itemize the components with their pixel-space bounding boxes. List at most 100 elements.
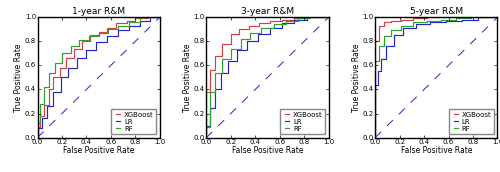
LR [234,49,240,51]
XGBoost [236,33,242,35]
Line: RF: RF [375,17,498,138]
Title: 3-year R&M: 3-year R&M [241,7,294,16]
XGBoost [279,20,285,22]
XGBoost [410,17,416,19]
RF [219,72,225,74]
XGBoost [71,47,77,50]
LR [65,67,71,69]
RF [388,29,394,31]
XGBoost [466,16,472,18]
RF [248,32,254,34]
RF [40,103,46,105]
LR [218,72,224,74]
LR [204,137,210,139]
RF [424,21,430,23]
RF [106,28,112,30]
Line: RF: RF [38,17,160,138]
XGBoost [292,19,298,21]
LR [244,49,250,51]
LR [207,106,213,109]
RF [68,45,73,47]
RF [380,35,386,37]
RF [326,16,332,18]
XGBoost [78,40,84,42]
XGBoost [452,16,458,18]
XGBoost [380,21,386,23]
XGBoost [279,19,285,21]
XGBoost [34,137,40,139]
LR [254,40,260,42]
XGBoost [96,34,102,36]
RF [238,38,244,40]
RF [115,28,121,30]
XGBoost [267,20,273,22]
LR [459,20,465,22]
RF [410,25,416,27]
XGBoost [71,57,77,59]
LR [226,60,232,62]
LR [126,29,132,31]
XGBoost [204,137,210,139]
XGBoost [56,76,62,78]
Line: RF: RF [206,17,328,138]
XGBoost [372,137,378,139]
LR [138,20,143,22]
LR [267,27,273,29]
LR [378,70,384,72]
Y-axis label: True Positive Rate: True Positive Rate [352,43,361,112]
RF [40,86,46,88]
XGBoost [104,27,110,29]
LR [244,40,250,42]
LR [475,16,481,18]
LR [400,27,406,29]
XGBoost [124,22,130,24]
XGBoost [410,19,416,21]
RF [212,91,218,93]
XGBoost [219,43,225,45]
LR [459,19,465,21]
XGBoost [292,17,298,19]
XGBoost [132,17,138,19]
LR [93,49,99,51]
XGBoost [212,55,218,57]
XGBoost [452,16,458,18]
Y-axis label: True Positive Rate: True Positive Rate [14,43,24,112]
LR [74,57,80,59]
XGBoost [46,88,52,90]
XGBoost [228,33,234,35]
LR [34,127,40,129]
LR [234,60,240,62]
LR [427,21,433,23]
XGBoost [236,28,242,30]
RF [34,122,40,124]
XGBoost [132,20,138,22]
XGBoost [37,115,43,117]
XGBoost [388,20,394,22]
XGBoost [87,40,93,42]
RF [424,20,430,22]
Legend: XGBoost, LR, RF: XGBoost, LR, RF [280,109,325,134]
RF [376,60,382,62]
XGBoost [256,22,262,24]
Y-axis label: True Positive Rate: True Positive Rate [184,43,192,112]
RF [138,21,143,23]
RF [157,16,163,18]
Legend: XGBoost, LR, RF: XGBoost, LR, RF [112,109,156,134]
LR [58,76,64,78]
RF [46,86,52,88]
XGBoost [437,16,443,18]
RF [376,45,382,47]
LR [84,49,89,51]
LR [443,20,449,22]
LR [390,34,396,36]
LR [207,125,213,127]
RF [207,126,213,128]
Line: XGBoost: XGBoost [206,17,328,138]
RF [283,23,289,25]
LR [138,25,143,27]
RF [207,91,213,93]
XGBoost [219,55,225,57]
RF [283,20,289,22]
RF [126,21,132,23]
RF [398,25,404,27]
